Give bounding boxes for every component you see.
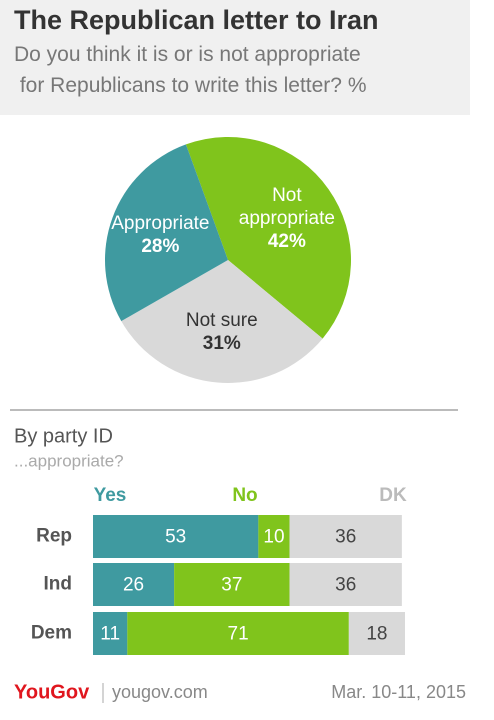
bar-segment (348, 612, 405, 655)
category-label: Dem (31, 623, 72, 644)
value-label: 37 (221, 575, 242, 596)
value-label: 10 (263, 527, 284, 548)
slice-label: Not sure 31% (162, 309, 282, 355)
logo: YouGov (14, 681, 90, 703)
title: The Republican letter to Iran (14, 5, 379, 35)
legend-label: No (232, 485, 257, 506)
bar-segment (174, 563, 290, 606)
bar-segment (258, 515, 290, 558)
pie-slice (104, 144, 228, 322)
bar-segment (289, 563, 402, 606)
section-title: By party ID (14, 425, 113, 447)
legend-label: DK (379, 485, 407, 506)
site: yougov.com (112, 682, 208, 702)
slice-value: 28% (141, 236, 180, 258)
bar-segment (93, 612, 128, 655)
pie-slice (121, 260, 323, 383)
slice-label: Not appropriate 42% (227, 184, 347, 253)
bar-segment (93, 515, 259, 558)
category-label: Rep (36, 526, 72, 547)
value-label: 11 (100, 624, 120, 645)
section-subtitle: ...appropriate? (14, 451, 124, 470)
value-label: 53 (165, 527, 186, 548)
pie-slice (185, 137, 351, 339)
bar-segment (93, 563, 175, 606)
slice-name: Appropriate (111, 213, 210, 235)
slice-name: Not sure (185, 309, 258, 331)
subtitle-line: Do you think it is or is not appropriate… (14, 43, 367, 97)
value-label: 18 (366, 624, 387, 645)
slice-value: 31% (202, 332, 241, 354)
bar-segment (127, 612, 349, 655)
slice-value: 42% (267, 231, 306, 253)
value-label: 26 (123, 575, 144, 596)
bar-segment (289, 515, 402, 558)
header-bg (0, 0, 470, 115)
slice-name: Not appropriate (238, 185, 335, 230)
value-label: 36 (335, 575, 356, 596)
category-label: Ind (44, 574, 73, 595)
value-label: 36 (335, 527, 356, 548)
slice-label: Appropriate 28% (100, 212, 220, 258)
legend-label: Yes (94, 485, 127, 506)
value-label: 71 (228, 624, 249, 645)
date: Mar. 10-11, 2015 (331, 682, 466, 702)
